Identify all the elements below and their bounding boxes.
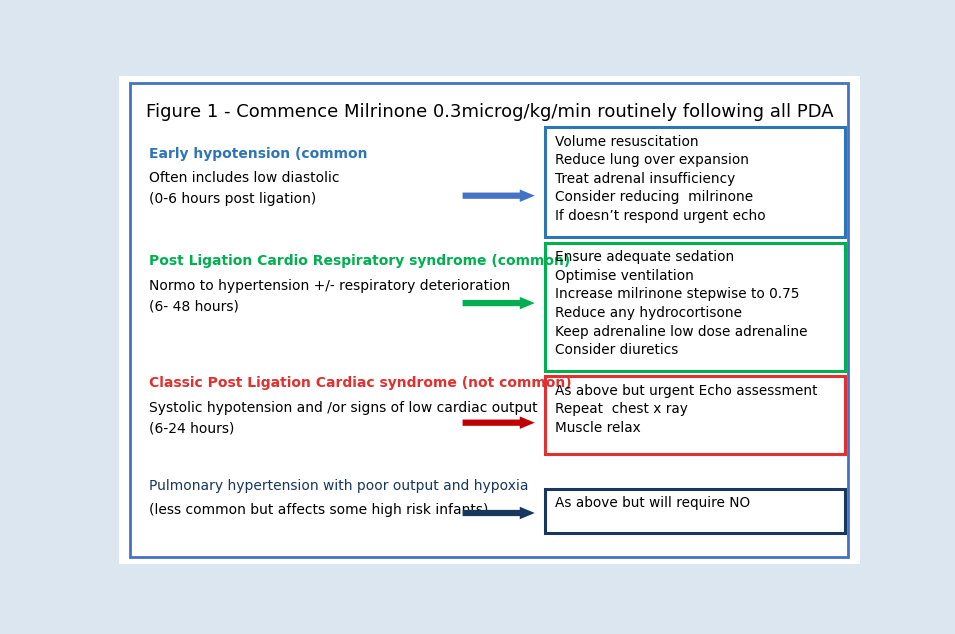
Text: (less common but affects some high risk infants): (less common but affects some high risk … [149,503,488,517]
Text: Classic Post Ligation Cardiac syndrome (not common): Classic Post Ligation Cardiac syndrome (… [149,377,572,391]
Text: Often includes low diastolic: Often includes low diastolic [149,171,339,185]
Text: Pulmonary hypertension with poor output and hypoxia: Pulmonary hypertension with poor output … [149,479,528,493]
Text: Normo to hypertension +/- respiratory deterioration: Normo to hypertension +/- respiratory de… [149,279,510,293]
Text: Systolic hypotension and /or signs of low cardiac output: Systolic hypotension and /or signs of lo… [149,401,538,415]
Text: Keep adrenaline low dose adrenaline: Keep adrenaline low dose adrenaline [555,325,807,339]
Text: Early hypotension (common: Early hypotension (common [149,147,368,161]
Text: Consider diuretics: Consider diuretics [555,343,678,357]
Text: As above but urgent Echo assessment: As above but urgent Echo assessment [555,384,817,398]
Text: Repeat  chest x ray: Repeat chest x ray [555,402,688,416]
Text: (6- 48 hours): (6- 48 hours) [149,299,239,313]
Text: As above but will require NO: As above but will require NO [555,496,750,510]
Text: Reduce lung over expansion: Reduce lung over expansion [555,153,749,167]
Text: If doesn’t respond urgent echo: If doesn’t respond urgent echo [555,209,765,223]
FancyBboxPatch shape [545,489,845,533]
Text: Volume resuscitation: Volume resuscitation [555,134,698,148]
Text: Treat adrenal insufficiency: Treat adrenal insufficiency [555,172,734,186]
Text: Increase milrinone stepwise to 0.75: Increase milrinone stepwise to 0.75 [555,287,799,301]
Text: (0-6 hours post ligation): (0-6 hours post ligation) [149,191,316,206]
Text: (6-24 hours): (6-24 hours) [149,421,234,435]
Text: Reduce any hydrocortisone: Reduce any hydrocortisone [555,306,742,320]
Text: Ensure adequate sedation: Ensure adequate sedation [555,250,733,264]
Text: Consider reducing  milrinone: Consider reducing milrinone [555,190,753,204]
FancyBboxPatch shape [545,127,845,237]
Text: Figure 1 - Commence Milrinone 0.3microg/kg/min routinely following all PDA: Figure 1 - Commence Milrinone 0.3microg/… [145,103,834,121]
FancyBboxPatch shape [131,84,848,557]
Text: Muscle relax: Muscle relax [555,421,640,435]
FancyBboxPatch shape [545,377,845,455]
Text: Post Ligation Cardio Respiratory syndrome (common): Post Ligation Cardio Respiratory syndrom… [149,254,570,268]
Text: Optimise ventilation: Optimise ventilation [555,269,693,283]
FancyBboxPatch shape [545,243,845,372]
